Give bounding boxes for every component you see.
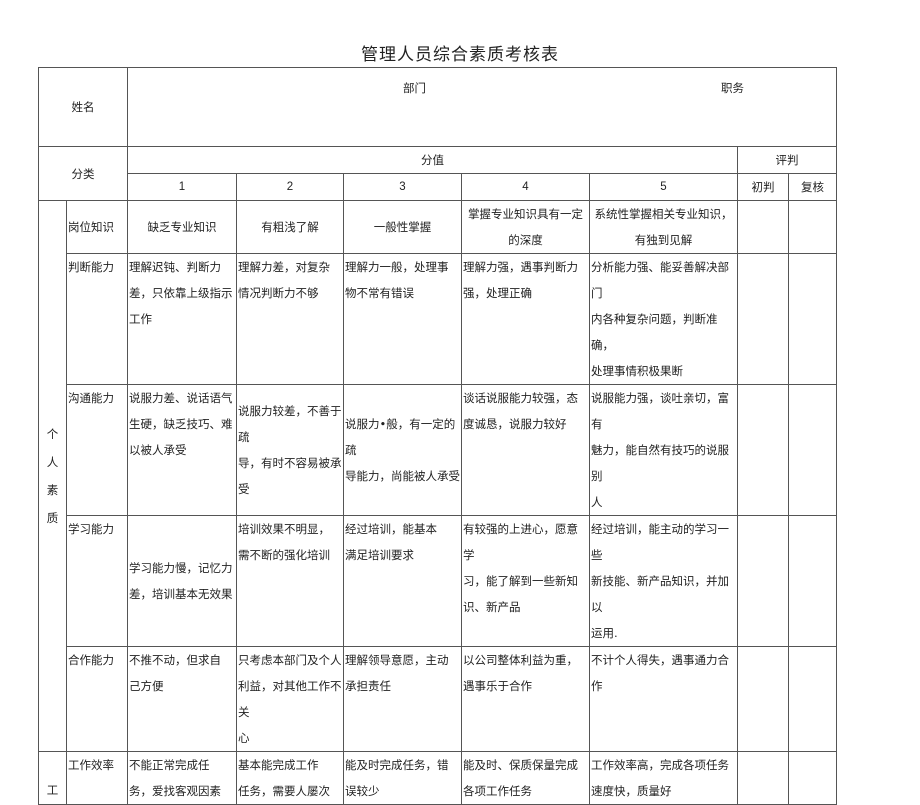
initial-judge-header: 初判 [737,173,789,201]
score-3-description: 说服力•般，有一定的疏 导能力，尚能被人承受 [343,384,462,516]
position-label: 职务 [721,81,744,95]
item-label: 判断能力 [66,253,128,385]
score-5-description: 系统性掌握相关专业知识， 有独到见解 [589,200,738,254]
table-row: 工工作效率 不能正常完成任 务，爱找客观因素 基本能完成工作 任务，需要人屡次 能及时… [38,751,838,805]
dept-position-cell[interactable]: 部门 职务 [126,67,838,147]
score-3-description: 经过培训，能基本 满足培训要求 [343,515,462,647]
score-header-1: 1 [127,173,237,201]
table-row: 学习能力 学习能力慢，记忆力 差，培训基本无效果 培训效果不明显， 需不断的强化培训… [39,515,838,647]
review-input[interactable] [787,751,838,805]
score-1-description: 理解迟钝、判断力 差，只依靠上级指示 工作 [127,253,237,385]
initial-judge-input[interactable] [737,515,789,647]
review-header: 复核 [787,173,838,201]
score-3-description: 一般性掌握 [343,200,462,254]
score-3-description: 能及时完成任务，错 误较少 [343,751,462,805]
name-label: 姓名 [38,67,128,147]
score-1-description: 学习能力慢，记忆力 差，培训基本无效果 [127,515,237,647]
score-4-description: 掌握专业知识具有一定 的深度 [461,200,590,254]
score-5-description: 分析能力强、能妥善解决部门 内各种复杂问题，判断准确， 处理事情积极果断 [589,253,738,385]
score-label: 分值 [127,146,738,174]
score-4-description: 理解力强，遇事判断力 强，处理正确 [461,253,590,385]
score-1-description: 不能正常完成任 务，爱找客观因素 [127,751,237,805]
initial-judge-input[interactable] [737,200,789,254]
score-header-2: 2 [236,173,344,201]
score-4-description: 以公司整体利益为重， 遇事乐于合作 [461,646,590,752]
item-label: 沟通能力 [66,384,128,516]
item-label: 岗位知识 [66,200,128,254]
review-input[interactable] [787,200,838,254]
score-2-description: 说服力较差，不善于疏 导，有时不容易被承受 [236,384,344,516]
score-5-description: 工作效率高，完成各项任务 速度快，质量好 [589,751,738,805]
table-row: 判断能力 理解迟钝、判断力 差，只依靠上级指示 工作 理解力差，对复杂 情况判断力不… [39,253,838,385]
score-1-description: 不推不动，但求自 己方便 [127,646,237,752]
page-title: 管理人员综合素质考核表 [361,45,559,65]
score-1-description: 缺乏专业知识 [127,200,237,254]
score-4-description: 有较强的上进心，愿意学 习，能了解到一些新知 识、新产品 [461,515,590,647]
score-2-description: 培训效果不明显， 需不断的强化培训 [236,515,344,647]
assessment-table: 姓名 部门 职务 分类 分值 评判 1 2 3 4 5 初判 复核 个 人 素 质岗位知识缺… [38,67,838,805]
item-label: 学习能力 [66,515,128,647]
score-header-4: 4 [461,173,590,201]
score-2-description: 只考虑本部门及个人 利益，对其他工作不关 心 [236,646,344,752]
score-4-description: 谈话说服能力较强，态 度诚恳，说服力较好 [461,384,590,516]
score-3-description: 理解力一般，处理事 物不常有错误 [343,253,462,385]
score-3-description: 理解领导意愿，主动 承担责任 [343,646,462,752]
review-input[interactable] [787,646,838,752]
item-label: 合作能力 [66,646,128,752]
initial-judge-input[interactable] [737,751,789,805]
table-row: 沟通能力 说服力差、说话语气 生硬，缺乏技巧、难 以被人承受 说服力较差，不善于疏 … [39,384,838,516]
initial-judge-input[interactable] [737,253,789,385]
table-row: 个 人 素 质岗位知识 缺乏专业知识 有粗浅了解 一般性掌握 掌握专业知识具有一定 的深… [38,200,838,752]
initial-judge-input[interactable] [737,646,789,752]
category-cell: 个 人 素 质 [38,200,67,752]
table-row: 合作能力 不推不动，但求自 己方便 只考虑本部门及个人 利益，对其他工作不关 心理解… [39,646,838,752]
score-header-5: 5 [589,173,738,201]
category-cell: 工 [38,751,67,805]
judge-label: 评判 [736,146,838,174]
review-input[interactable] [787,384,838,516]
score-2-description: 理解力差，对复杂 情况判断力不够 [236,253,344,385]
score-5-description: 经过培训，能主动的学习一些 新技能、新产品知识，并加以 运用. [589,515,738,647]
score-header-3: 3 [343,173,462,201]
review-input[interactable] [787,253,838,385]
review-input[interactable] [787,515,838,647]
dept-label: 部门 [403,81,426,95]
item-label: 工作效率 [66,751,128,805]
score-5-description: 不计个人得失，遇事通力合 作 [589,646,738,752]
category-label: 分类 [38,146,128,201]
initial-judge-input[interactable] [737,384,789,516]
score-5-description: 说服能力强，谈吐亲切，富有 魅力，能自然有技巧的说服别 人 [589,384,738,516]
score-4-description: 能及时、保质保量完成 各项工作任务 [461,751,590,805]
score-1-description: 说服力差、说话语气 生硬，缺乏技巧、难 以被人承受 [127,384,237,516]
score-2-description: 有粗浅了解 [236,200,344,254]
score-2-description: 基本能完成工作 任务，需要人屡次 [236,751,344,805]
